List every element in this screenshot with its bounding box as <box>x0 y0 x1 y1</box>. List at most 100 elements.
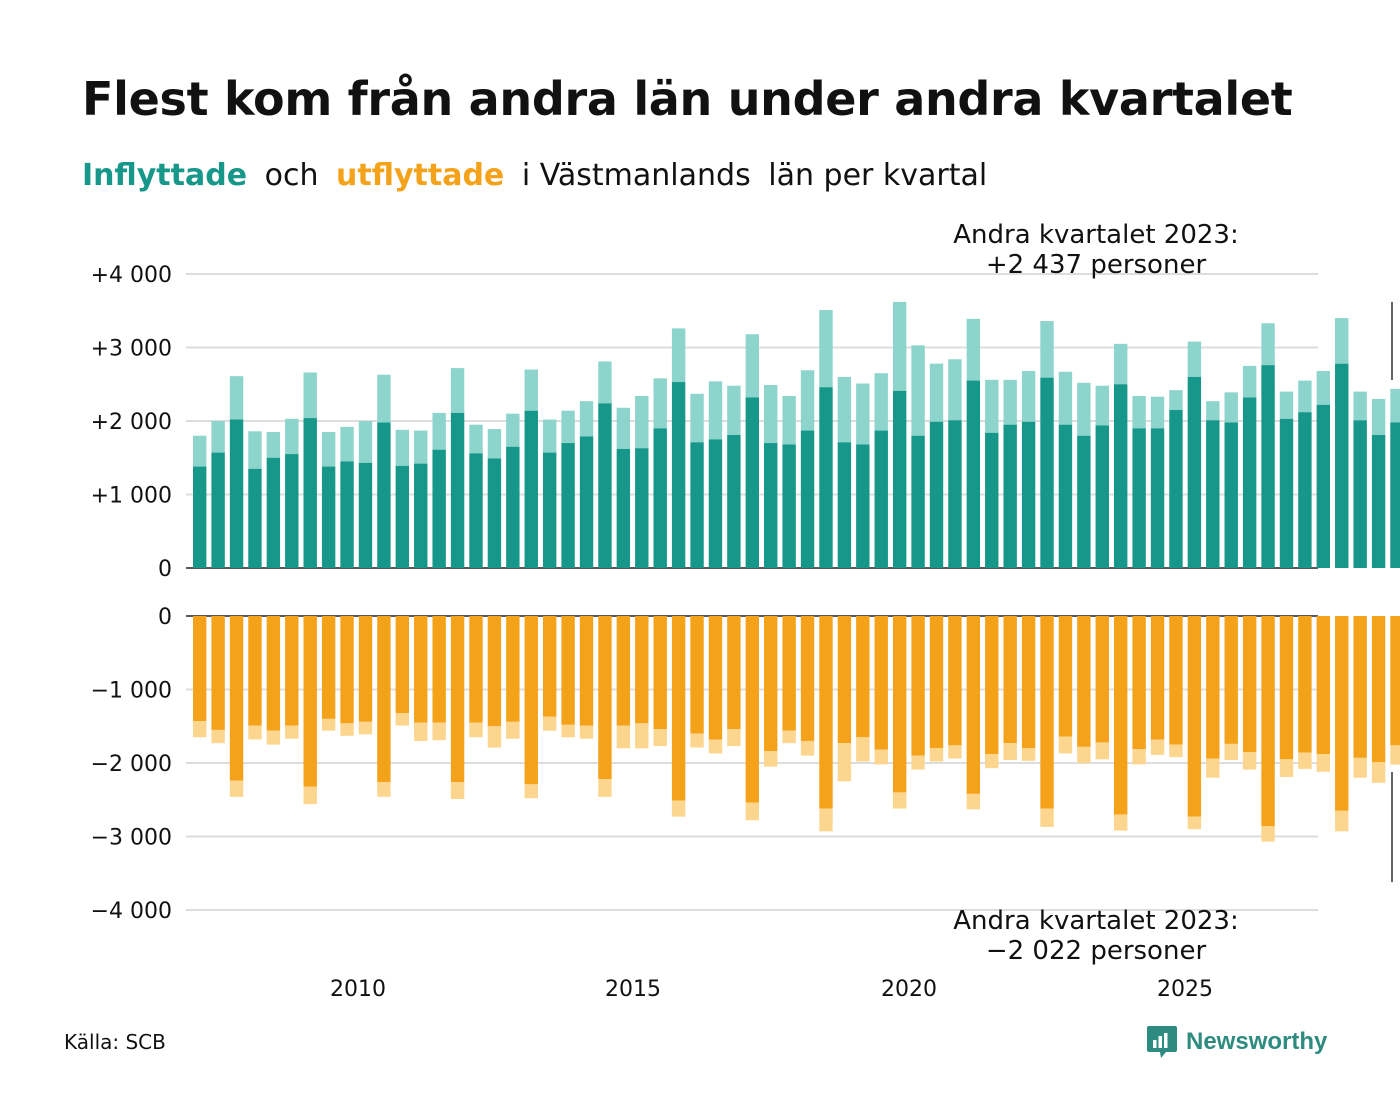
top-y-tick-label: 0 <box>158 557 172 582</box>
bar-out-emigration <box>929 748 944 762</box>
bar-in-immigration <box>432 412 446 450</box>
bar-in-immigration <box>524 369 538 411</box>
bar-in-immigration <box>1021 371 1036 422</box>
bar-in-immigration <box>671 328 686 383</box>
bar-in-immigration <box>1335 318 1349 364</box>
bar-out-emigration <box>1261 826 1275 842</box>
bar-in-domestic <box>432 449 446 568</box>
bar-in-immigration <box>635 396 649 449</box>
bar-out-domestic <box>892 616 907 793</box>
bar-in-immigration <box>1187 341 1202 377</box>
bar-out-emigration <box>450 782 465 800</box>
bar-out-emigration <box>321 718 336 731</box>
bar-out-domestic <box>450 616 465 783</box>
bar-in-domestic <box>229 419 244 568</box>
bar-out-domestic <box>1187 616 1202 817</box>
bar-in-domestic <box>948 420 962 568</box>
bar-in-domestic <box>561 443 575 568</box>
bar-in-domestic <box>1077 435 1091 568</box>
bar-out-domestic <box>635 616 649 724</box>
subtitle-kvartal: kvartal <box>882 158 988 193</box>
bar-in-domestic <box>579 436 594 568</box>
bar-out-emigration <box>690 733 704 748</box>
top-y-tick-label: +3 000 <box>91 337 172 362</box>
bar-in-domestic <box>727 434 741 568</box>
bar-out-emigration <box>1132 749 1146 765</box>
bar-in-domestic <box>1169 409 1183 568</box>
subtitle-och: och <box>264 158 319 193</box>
bar-out-domestic <box>929 616 944 749</box>
bar-out-emigration <box>395 713 410 726</box>
bar-out-domestic <box>966 616 981 794</box>
bar-out-emigration <box>764 751 778 767</box>
bar-in-immigration <box>414 430 428 464</box>
bar-out-emigration <box>1021 748 1036 761</box>
bar-out-emigration <box>377 782 391 797</box>
bar-in-immigration <box>321 432 336 467</box>
bar-out-domestic <box>1003 616 1017 744</box>
bar-out-domestic <box>708 616 723 740</box>
bar-out-domestic <box>1077 616 1091 747</box>
bar-in-domestic <box>837 442 852 568</box>
bar-out-domestic <box>1114 616 1128 815</box>
bar-in-immigration <box>1114 343 1128 385</box>
bar-out-emigration <box>248 725 262 740</box>
bar-out-domestic <box>819 616 833 809</box>
bar-in-immigration <box>1353 391 1367 421</box>
bar-in-immigration <box>690 393 704 443</box>
bar-in-immigration <box>819 310 833 388</box>
bar-in-immigration <box>285 418 299 455</box>
bar-out-emigration <box>542 716 557 731</box>
bar-in-domestic <box>1261 365 1275 568</box>
bar-out-emigration <box>1242 751 1257 770</box>
bar-out-emigration <box>1058 736 1073 754</box>
x-tick-label: 2020 <box>881 977 937 1002</box>
bar-in-domestic <box>708 439 723 568</box>
bar-in-immigration <box>1390 388 1400 423</box>
bar-out-emigration <box>1077 746 1091 763</box>
bar-out-emigration <box>506 721 520 739</box>
bar-in-immigration <box>229 376 244 420</box>
bar-in-domestic <box>1279 418 1294 568</box>
bar-out-domestic <box>432 616 446 723</box>
bar-in-domestic <box>1224 422 1238 568</box>
bar-in-immigration <box>598 361 612 404</box>
bar-in-immigration <box>1206 401 1220 421</box>
bar-in-immigration <box>727 385 741 435</box>
bar-out-domestic <box>948 616 962 746</box>
subtitle-per: per <box>823 158 874 193</box>
bottom-y-tick-label: −4 000 <box>91 899 172 924</box>
bar-in-domestic <box>1150 428 1165 568</box>
subtitle-utflyttade: utflyttade <box>336 158 505 193</box>
bar-out-emigration <box>948 745 962 759</box>
bar-in-domestic <box>819 387 833 568</box>
bar-out-domestic <box>340 616 354 724</box>
bar-in-domestic <box>1335 363 1349 568</box>
bar-out-emigration <box>653 729 667 747</box>
bar-in-domestic <box>1003 424 1017 568</box>
bar-in-immigration <box>193 435 207 467</box>
bar-out-domestic <box>1316 616 1331 755</box>
bar-in-domestic <box>285 454 299 568</box>
bar-out-emigration <box>1279 759 1294 777</box>
bar-out-emigration <box>1003 743 1017 761</box>
bar-in-immigration <box>358 421 373 463</box>
bar-in-domestic <box>377 422 391 568</box>
bar-in-domestic <box>395 465 410 568</box>
bar-in-domestic <box>1095 425 1109 568</box>
bar-out-domestic <box>506 616 520 722</box>
bar-out-domestic <box>321 616 336 719</box>
bar-out-domestic <box>1279 616 1294 760</box>
bar-in-immigration <box>856 383 870 445</box>
bar-out-domestic <box>1353 616 1367 758</box>
bar-in-domestic <box>892 390 907 568</box>
bar-in-immigration <box>266 432 281 458</box>
bar-in-domestic <box>1114 384 1128 568</box>
bar-out-domestic <box>395 616 410 714</box>
bar-out-domestic <box>1206 616 1220 759</box>
bar-out-emigration <box>1335 810 1349 832</box>
subtitle-lan: län <box>768 158 814 193</box>
bar-out-emigration <box>211 729 225 744</box>
bar-in-immigration <box>561 410 575 444</box>
bar-in-domestic <box>911 435 925 568</box>
